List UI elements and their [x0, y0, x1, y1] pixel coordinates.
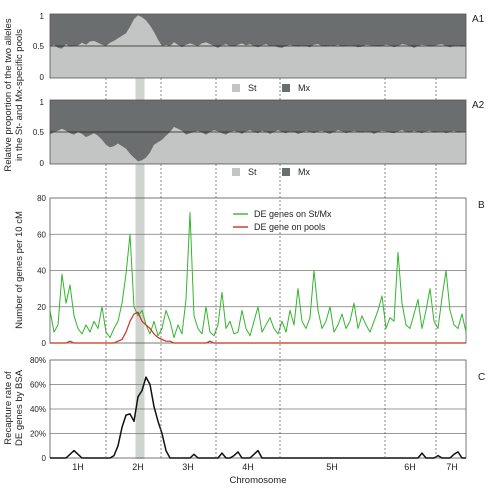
chromosome-label: 4H [242, 462, 254, 472]
panel-b-label: B [478, 200, 485, 211]
chromosome-label: 3H [182, 462, 194, 472]
chromosome-label: 7H [446, 462, 458, 472]
legend-st-swatch [232, 84, 240, 92]
highlight-band [135, 14, 145, 459]
y-tick-label: 80 [37, 194, 46, 203]
panel-a1: A1 1 0.5 0 St Mx [33, 12, 485, 93]
y-tick-label: 20 [37, 303, 46, 312]
panel-b: B Number of genes per 10 cM DE genes on … [14, 194, 485, 348]
legend-b: DE genes on St/Mx DE gene on pools [233, 209, 332, 232]
y-axis-label-c: Recapture rate of [3, 371, 14, 445]
y-axis-label-a: in the St- and Mx-specific pools [14, 29, 25, 161]
panel-a2-tick: 1 [40, 98, 45, 107]
chromosome-label: 6H [404, 462, 416, 472]
y-tick-label: 20% [30, 430, 46, 439]
panel-c-label: C [478, 372, 485, 383]
legend-de-st-mx-label: DE genes on St/Mx [254, 209, 332, 219]
legend-mx-swatch [282, 84, 290, 92]
panel-a2-frame [49, 99, 467, 165]
chromosome-label: 1H [72, 462, 84, 472]
panel-a1-tick: 1 [40, 12, 45, 21]
y-tick-label: 60 [37, 230, 46, 239]
y-axis-label-b: Number of genes per 10 cM [14, 211, 25, 329]
legend-mx-label: Mx [298, 83, 310, 93]
chromosome-labels: 1H 2H 3H 4H 5H 6H 7H [72, 462, 458, 472]
y-tick-label: 40 [37, 267, 46, 276]
y-tick-label: 60% [30, 381, 46, 390]
y-tick-label: 40% [30, 405, 46, 414]
recapture-line [50, 376, 466, 459]
panel-a2: A2 1 0.5 0 St Mx [33, 98, 485, 177]
legend-mx-swatch [282, 168, 290, 176]
panel-a1-label: A1 [472, 14, 485, 25]
legend-st-swatch [232, 168, 240, 176]
chromosome-label: 5H [326, 462, 338, 472]
panel-a1-frame [49, 13, 467, 79]
panel-a2-tick: 0.5 [33, 128, 45, 137]
legend-st-label: St [248, 83, 257, 93]
panel-c: C Recapture rate of DE genes by BSA 0 20%… [3, 356, 485, 463]
y-axis-label-c: DE genes by BSA [14, 369, 25, 446]
x-axis-label: Chromosome [229, 475, 286, 486]
y-tick-label: 0 [42, 454, 47, 463]
chromosome-label: 2H [132, 462, 144, 472]
panel-a2-tick: 0 [40, 159, 45, 168]
st-area [50, 15, 466, 79]
legend-de-pools-label: DE gene on pools [254, 222, 326, 232]
chart-marks [105, 78, 437, 458]
y-tick-label: 0 [42, 339, 47, 348]
y-tick-label: 80% [30, 356, 46, 365]
de-pools-line [50, 311, 466, 344]
legend-mx-label: Mx [298, 167, 310, 177]
panel-a2-label: A2 [472, 100, 485, 111]
legend-st-label: St [248, 167, 257, 177]
de-st-mx-line [49, 212, 467, 339]
st-area [50, 126, 466, 164]
y-axis-label-a: Relative proportion of the two alleles [3, 18, 14, 171]
panel-a1-tick: 0 [40, 73, 45, 82]
panel-c-frame [49, 359, 467, 459]
panel-a1-tick: 0.5 [33, 42, 45, 51]
